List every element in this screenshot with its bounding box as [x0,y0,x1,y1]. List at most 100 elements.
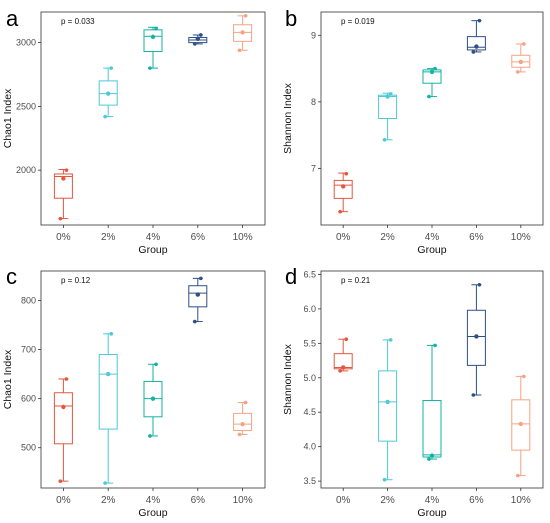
box-body [333,179,353,199]
x-tick-label: 0% [336,495,351,506]
y-tick-label: 2000 [16,165,36,175]
data-point [338,369,343,373]
box-2% [98,66,118,119]
box-body [53,173,73,199]
x-tick-label: 4% [146,495,161,506]
y-tick-label: 6.0 [303,304,316,314]
box-body [378,370,398,442]
x-tick-label: 2% [380,495,395,506]
data-point [103,114,107,119]
data-point [433,66,437,71]
box-0% [333,337,353,373]
y-tick-label: 7 [311,163,316,173]
data-point [243,400,248,405]
x-tick-label: 4% [425,495,440,506]
box-body [143,29,163,53]
p-value-annotation: p = 0.21 [341,276,371,285]
panel-a: a p = 0.033 2000 2500 3000 0% 2% 4% 6% 10% Group Ch… [2,6,266,256]
y-axis-title: Shannon Index [282,82,294,153]
y-axis-title: Shannon Index [282,343,294,414]
box-2% [98,332,118,485]
x-axis-title: Group [138,507,167,519]
mean-point [518,421,523,427]
box-10% [233,14,253,53]
mean-point [429,69,435,75]
data-point [64,168,69,172]
panel-d: d p = 0.21 3.5 4.0 4.5 5.0 5.5 6.0 6.5 0% 2% 4% 6% 10… [282,264,544,519]
x-tick-label: 4% [425,232,440,243]
data-point [103,481,107,485]
mean-point [429,453,435,458]
box-4% [143,26,163,70]
data-point [427,457,431,461]
p-value-annotation: p = 0.033 [61,17,95,26]
box-2% [378,338,398,482]
y-tick-label: 3000 [16,38,36,48]
data-point [382,477,387,482]
mean-point [240,421,245,427]
data-point [154,26,158,31]
box-10% [511,42,531,74]
box-4% [143,362,163,438]
data-point [433,343,437,348]
data-point [344,171,349,176]
data-point [64,377,69,381]
box-6% [188,276,208,324]
box-4% [422,343,442,461]
mean-point [150,34,156,40]
mean-point [240,30,245,35]
box-0% [53,377,73,483]
box-10% [233,400,253,437]
mean-point [518,59,523,65]
y-tick-label: 2500 [16,101,36,111]
box-body [422,400,442,458]
box-0% [53,168,73,221]
data-point [199,276,203,281]
box-body [53,392,73,445]
x-axis-title: Group [138,244,167,256]
box-body [98,353,118,430]
y-tick-label: 500 [21,443,36,453]
x-tick-label: 4% [146,232,161,243]
panel-label: c [6,264,17,289]
data-point [388,338,393,342]
mean-point [61,404,66,410]
x-tick-label: 6% [191,232,206,243]
data-point [58,479,63,483]
data-point [243,14,248,18]
data-point [154,362,158,367]
data-point [388,92,393,96]
x-tick-label: 6% [469,495,484,506]
mean-point [61,176,66,181]
x-tick-label: 2% [101,232,116,243]
data-point [477,282,482,287]
panel-c: c p = 0.12 500 600 700 800 0% 2% 4% 6% 10% Group Cha… [2,264,266,519]
data-point [477,18,482,23]
data-point [471,50,476,54]
panel-b: b p = 0.019 7 8 9 0% 2% 4% 6% 10% Group Shannon Ind… [282,6,544,256]
x-tick-label: 0% [56,495,71,506]
y-axis-title: Chao1 Index [2,88,14,148]
box-2% [378,92,398,142]
box-body [466,36,486,51]
mean-point [385,399,390,405]
y-tick-label: 9 [311,30,316,40]
x-tick-label: 0% [56,232,71,243]
y-tick-label: 6.5 [303,269,316,279]
box-10% [511,374,531,478]
box-0% [333,171,353,214]
y-tick-label: 4.5 [303,407,316,417]
data-point [344,337,349,342]
y-tick-label: 700 [21,345,36,355]
data-point [522,42,526,46]
data-point [471,393,476,397]
mean-point [341,365,346,370]
data-point [193,319,197,324]
box-body [233,412,253,432]
mean-point [385,94,390,99]
x-tick-label: 2% [380,232,395,243]
x-tick-label: 0% [336,232,351,243]
mean-point [474,334,479,339]
p-value-annotation: p = 0.12 [61,276,91,285]
